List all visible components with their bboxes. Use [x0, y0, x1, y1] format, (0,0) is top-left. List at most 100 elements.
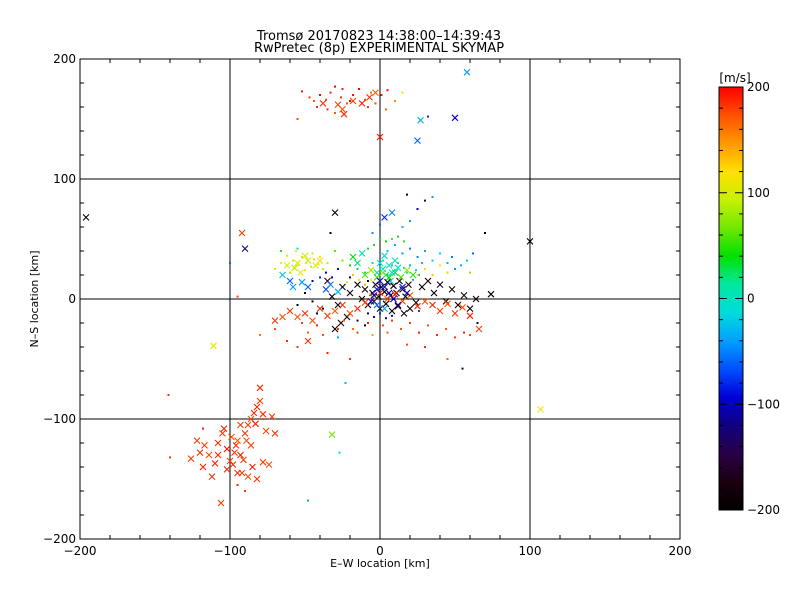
- x-marker-point: [228, 433, 235, 441]
- x-marker-point: [339, 301, 346, 309]
- x-marker-point: [459, 304, 466, 311]
- dot-marker-point: [337, 328, 339, 330]
- x-marker-point: [376, 133, 384, 141]
- x-marker-point: [448, 286, 456, 293]
- x-marker-point: [196, 449, 204, 456]
- x-marker-point: [259, 458, 267, 466]
- x-marker-point: [349, 253, 357, 261]
- dot-marker-point: [341, 259, 344, 262]
- x-marker-point: [241, 430, 249, 437]
- x-marker-point: [358, 100, 366, 107]
- x-marker-point: [361, 271, 369, 279]
- dot-marker-point: [446, 358, 449, 360]
- x-marker-point: [399, 283, 406, 291]
- x-marker-point: [381, 214, 388, 221]
- dot-marker-point: [401, 252, 404, 255]
- dot-marker-point: [338, 451, 341, 454]
- axis-ticks: −200 −100 0 100 200 −200 −100 0 100 200: [43, 52, 691, 558]
- dot-marker-point: [311, 300, 314, 303]
- dot-marker-point: [356, 268, 359, 270]
- dot-marker-point: [337, 268, 339, 270]
- x-marker-point: [378, 283, 385, 291]
- grid-lines: [80, 59, 680, 539]
- dot-marker-point: [386, 274, 389, 276]
- x-marker-point: [381, 283, 388, 291]
- x-marker-point: [373, 269, 381, 276]
- dot-marker-point: [401, 91, 404, 94]
- dot-marker-point: [305, 262, 308, 264]
- dot-marker-point: [337, 336, 339, 339]
- dot-marker-point: [301, 322, 303, 324]
- x-marker-point: [250, 409, 258, 417]
- colorbar-tick-label: 200: [747, 80, 770, 94]
- dot-marker-point: [379, 266, 381, 269]
- dot-marker-point: [296, 118, 299, 120]
- x-marker-point: [460, 292, 468, 299]
- x-marker-point: [361, 299, 369, 306]
- x-marker-point: [223, 445, 231, 453]
- x-marker-point: [384, 295, 391, 303]
- x-marker-point: [403, 289, 411, 297]
- dot-marker-point: [329, 232, 332, 234]
- dot-marker-point: [454, 268, 456, 270]
- dot-marker-point: [349, 358, 351, 360]
- dot-marker-point: [356, 319, 359, 322]
- x-marker-point: [418, 283, 426, 291]
- dot-marker-point: [385, 317, 387, 320]
- dot-marker-point: [326, 262, 329, 264]
- dot-marker-point: [379, 301, 381, 304]
- x-marker-point: [354, 281, 361, 288]
- x-marker-point: [220, 425, 228, 432]
- dot-marker-point: [439, 264, 441, 267]
- x-marker-point: [232, 442, 240, 449]
- dot-marker-point: [436, 334, 438, 336]
- dot-marker-point: [244, 490, 246, 492]
- x-marker-point: [319, 100, 327, 107]
- dot-marker-point: [370, 278, 372, 281]
- dot-marker-point: [400, 328, 402, 330]
- x-marker-point: [331, 307, 339, 315]
- x-marker-point: [289, 283, 297, 291]
- colorbar-ticks: −200 −100 0 100 200: [719, 80, 780, 517]
- dot-marker-point: [424, 250, 426, 252]
- dot-marker-point: [313, 258, 315, 261]
- x-marker-point: [454, 301, 462, 309]
- x-marker-point: [219, 430, 226, 437]
- x-marker-point: [358, 250, 366, 257]
- dot-marker-point: [386, 250, 389, 252]
- x-marker-point: [372, 89, 379, 96]
- x-marker-point: [381, 305, 388, 312]
- x-marker-point: [400, 310, 408, 317]
- dot-marker-point: [397, 235, 399, 238]
- dot-marker-point: [286, 340, 288, 342]
- x-marker-point: [430, 289, 438, 297]
- x-marker-point: [316, 305, 324, 312]
- x-marker-point: [373, 286, 381, 293]
- x-marker-point: [391, 269, 399, 276]
- x-marker-point: [436, 307, 444, 315]
- dot-marker-point: [371, 232, 374, 234]
- x-marker-point: [244, 421, 252, 429]
- dot-marker-point: [371, 262, 374, 264]
- x-marker-point: [265, 461, 273, 468]
- dot-marker-point: [301, 256, 303, 258]
- x-marker-point: [256, 397, 264, 405]
- dot-marker-point: [334, 112, 336, 114]
- dot-marker-point: [386, 331, 389, 334]
- dot-marker-point: [424, 199, 426, 202]
- dot-marker-point: [367, 106, 369, 108]
- x-marker-point: [243, 437, 250, 444]
- dot-marker-point: [325, 271, 327, 274]
- x-marker-point: [388, 269, 396, 276]
- x-marker-point: [376, 277, 384, 285]
- x-marker-point: [436, 281, 444, 288]
- x-marker-point: [354, 305, 361, 312]
- dot-marker-point: [416, 274, 419, 276]
- x-marker-point: [294, 259, 301, 267]
- dot-marker-point: [461, 367, 464, 370]
- x-marker-point: [385, 262, 393, 269]
- x-marker-point: [388, 209, 396, 216]
- x-marker-point: [444, 300, 451, 308]
- colorbar-tick-label: −100: [747, 397, 780, 411]
